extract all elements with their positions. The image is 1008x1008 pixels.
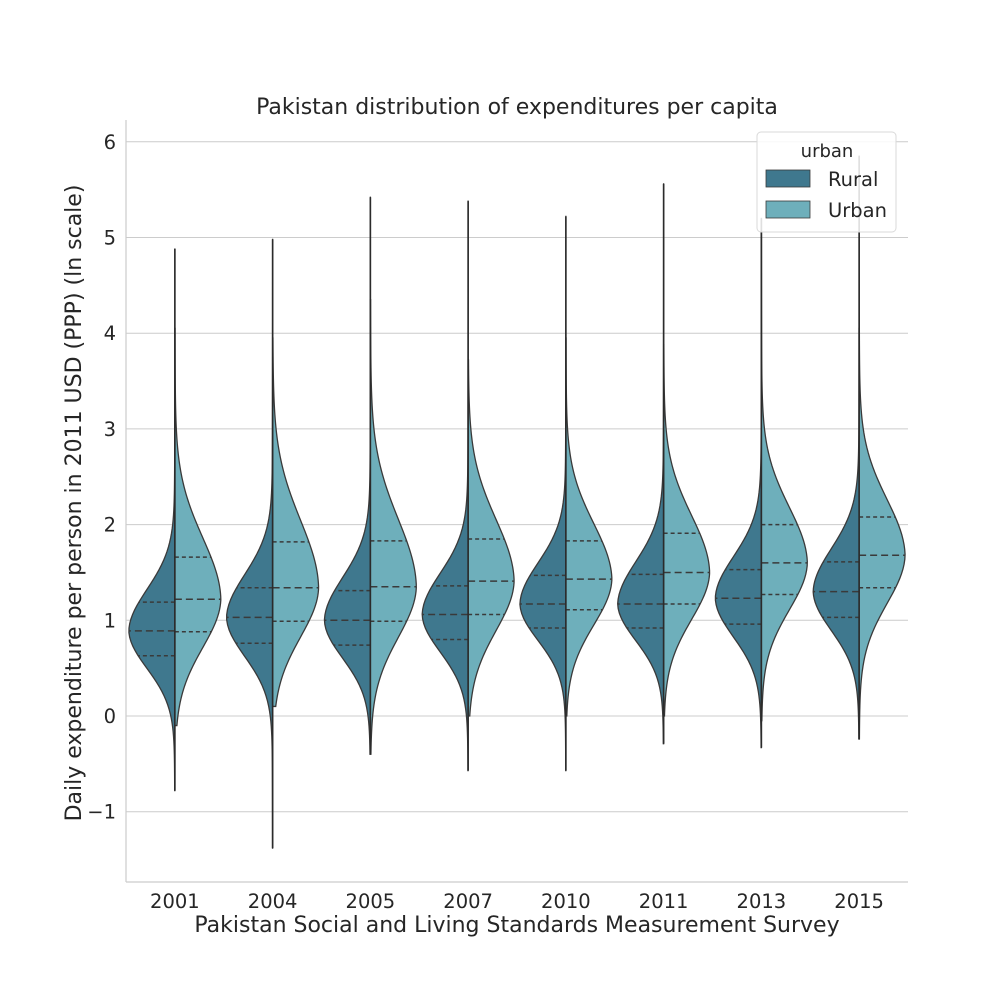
violin-urban-2004 <box>271 337 320 708</box>
legend-label-rural: Rural <box>828 168 878 191</box>
y-tick-label: −1 <box>87 801 116 824</box>
x-tick-label: 2015 <box>834 890 884 913</box>
violin-urban-2011 <box>662 344 711 717</box>
x-tick-label: 2013 <box>737 890 787 913</box>
violin-rural-2011 <box>617 183 665 745</box>
x-axis-label: Pakistan Social and Living Standards Mea… <box>194 913 839 938</box>
y-tick-label: 3 <box>104 418 116 441</box>
y-tick-label: 0 <box>104 705 116 728</box>
violin-urban-2001 <box>174 327 222 727</box>
x-tick-label: 2007 <box>443 890 493 913</box>
y-tick-label: 2 <box>104 514 116 537</box>
legend-swatch-urban <box>765 200 811 219</box>
y-tick-label: 1 <box>104 609 116 632</box>
y-tick-label: 6 <box>104 131 116 154</box>
violin-urban-2010 <box>565 337 613 717</box>
y-tick-label: 5 <box>104 227 116 250</box>
y-tick-label: 4 <box>104 322 116 345</box>
violin-urban-2007 <box>467 359 515 717</box>
violin-rural-2001 <box>128 248 176 792</box>
violin-urban-2015 <box>858 155 906 740</box>
violin-rural-2010 <box>519 215 567 772</box>
x-tick-labels: 2001 2004 2005 2007 2010 2011 2013 2015 <box>150 890 884 913</box>
grid-lines <box>126 141 908 813</box>
violin-rural-2007 <box>421 200 469 772</box>
legend: urban Rural Urban <box>756 131 897 233</box>
x-tick-label: 2004 <box>248 890 298 913</box>
x-tick-label: 2005 <box>346 890 396 913</box>
violin-urban-2005 <box>369 299 417 755</box>
violin-rural-2005 <box>323 196 372 755</box>
violins <box>128 155 906 849</box>
violin-urban-2013 <box>760 217 808 722</box>
violin-rural-2015 <box>812 327 860 740</box>
x-tick-label: 2010 <box>541 890 591 913</box>
legend-label-urban: Urban <box>828 199 887 222</box>
x-tick-label: 2011 <box>639 890 689 913</box>
violin-rural-2013 <box>714 227 763 749</box>
y-tick-labels: −1 0 1 2 3 4 5 6 <box>87 131 116 824</box>
x-tick-label: 2001 <box>150 890 200 913</box>
y-axis-label: Daily expenditure per person in 2011 USD… <box>62 185 87 822</box>
chart-title: Pakistan distribution of expenditures pe… <box>256 95 778 120</box>
legend-title: urban <box>801 141 854 162</box>
legend-swatch-rural <box>765 169 811 188</box>
violin-rural-2004 <box>226 238 274 849</box>
